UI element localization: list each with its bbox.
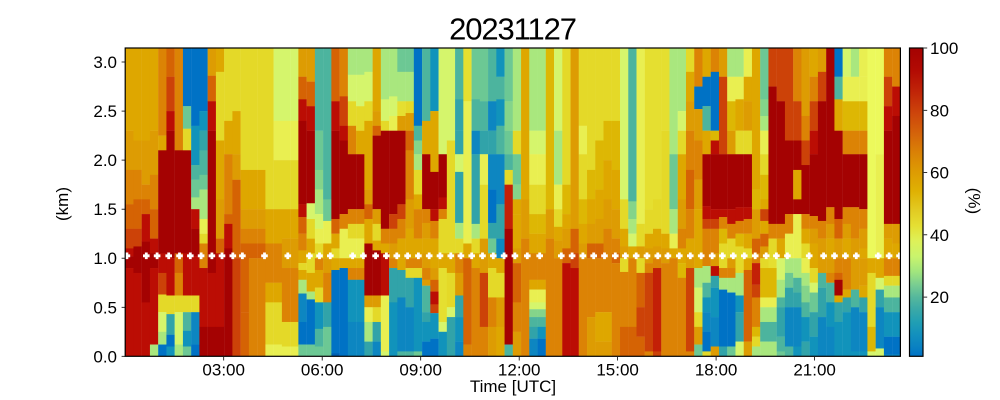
svg-text:3.0: 3.0 [93, 53, 117, 72]
svg-text:60: 60 [930, 164, 949, 183]
svg-text:18:00: 18:00 [695, 361, 738, 380]
svg-text:100: 100 [930, 39, 958, 58]
svg-text:1.5: 1.5 [93, 200, 117, 219]
svg-text:09:00: 09:00 [399, 361, 442, 380]
svg-text:20231127: 20231127 [449, 12, 576, 47]
svg-text:0.5: 0.5 [93, 298, 117, 317]
svg-text:21:00: 21:00 [793, 361, 836, 380]
svg-text:1.0: 1.0 [93, 249, 117, 268]
svg-text:2.0: 2.0 [93, 151, 117, 170]
svg-text:2.5: 2.5 [93, 102, 117, 121]
svg-text:15:00: 15:00 [596, 361, 639, 380]
svg-text:(km): (km) [53, 187, 72, 221]
svg-text:80: 80 [930, 101, 949, 120]
svg-text:03:00: 03:00 [202, 361, 245, 380]
svg-text:0.0: 0.0 [93, 347, 117, 366]
svg-text:Time [UTC]: Time [UTC] [470, 377, 556, 396]
svg-text:40: 40 [930, 226, 949, 245]
svg-text:12:00: 12:00 [498, 361, 541, 380]
svg-text:(%): (%) [965, 188, 984, 214]
svg-text:06:00: 06:00 [301, 361, 344, 380]
svg-text:20: 20 [930, 288, 949, 307]
